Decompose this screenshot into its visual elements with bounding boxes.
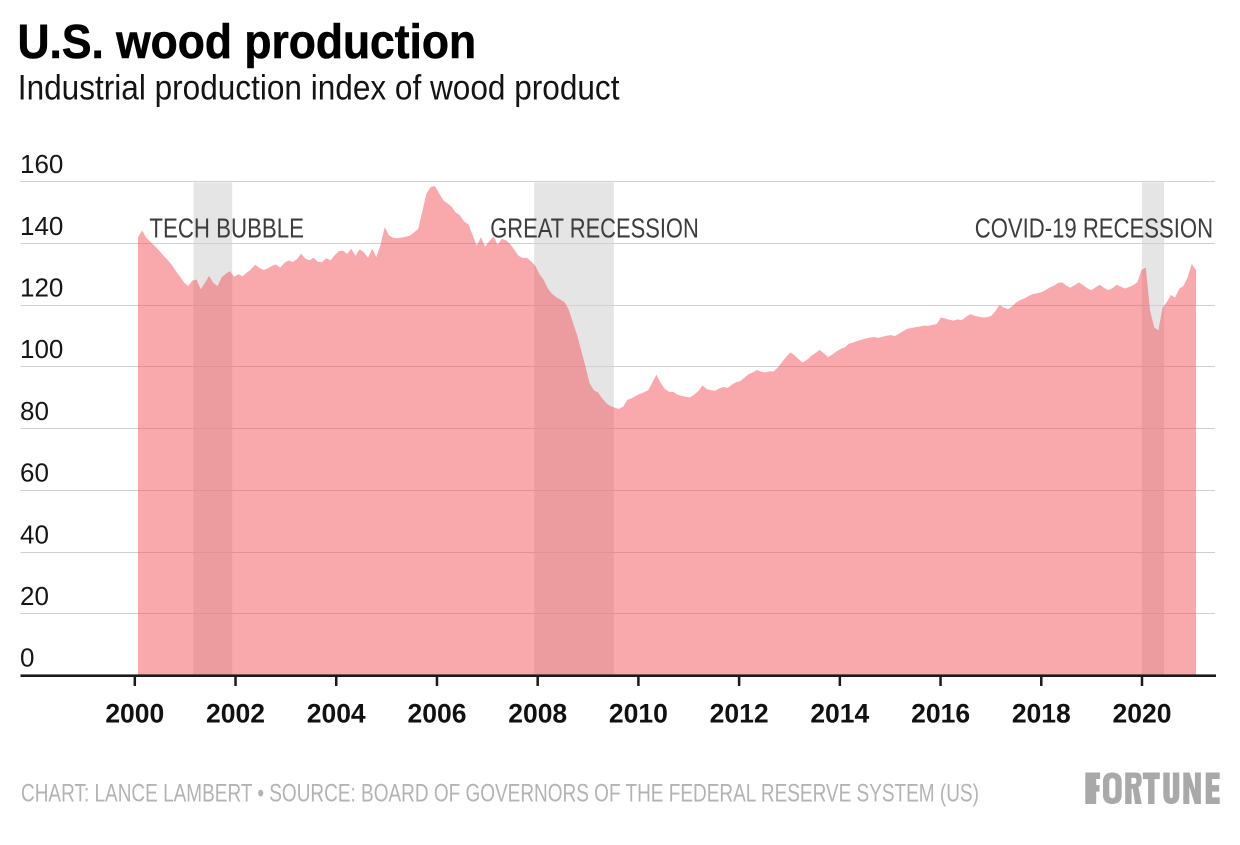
svg-text:120: 120 [20, 273, 63, 303]
svg-text:0: 0 [20, 643, 34, 673]
svg-text:2010: 2010 [609, 699, 668, 729]
svg-text:2008: 2008 [508, 699, 567, 729]
svg-text:TECH BUBBLE: TECH BUBBLE [149, 213, 304, 244]
svg-text:2006: 2006 [408, 699, 467, 729]
svg-text:2012: 2012 [710, 699, 769, 729]
svg-text:160: 160 [20, 149, 63, 179]
svg-text:CHART: LANCE LAMBERT • SOURCE:: CHART: LANCE LAMBERT • SOURCE: BOARD OF … [21, 779, 979, 807]
svg-text:2014: 2014 [810, 699, 869, 729]
svg-text:U.S. wood production: U.S. wood production [18, 14, 477, 68]
svg-text:100: 100 [20, 334, 63, 364]
svg-text:140: 140 [20, 211, 63, 241]
svg-text:20: 20 [20, 581, 49, 611]
svg-text:COVID-19 RECESSION: COVID-19 RECESSION [975, 213, 1213, 244]
svg-text:Industrial production index of: Industrial production index of wood prod… [18, 69, 620, 108]
svg-text:40: 40 [20, 519, 49, 549]
svg-text:2016: 2016 [911, 699, 970, 729]
svg-text:60: 60 [20, 458, 49, 488]
svg-text:2004: 2004 [307, 699, 366, 729]
svg-text:2000: 2000 [105, 699, 164, 729]
svg-text:2002: 2002 [206, 699, 265, 729]
svg-text:2018: 2018 [1012, 699, 1071, 729]
svg-text:2020: 2020 [1113, 699, 1172, 729]
svg-text:GREAT RECESSION: GREAT RECESSION [490, 213, 699, 244]
svg-text:80: 80 [20, 396, 49, 426]
